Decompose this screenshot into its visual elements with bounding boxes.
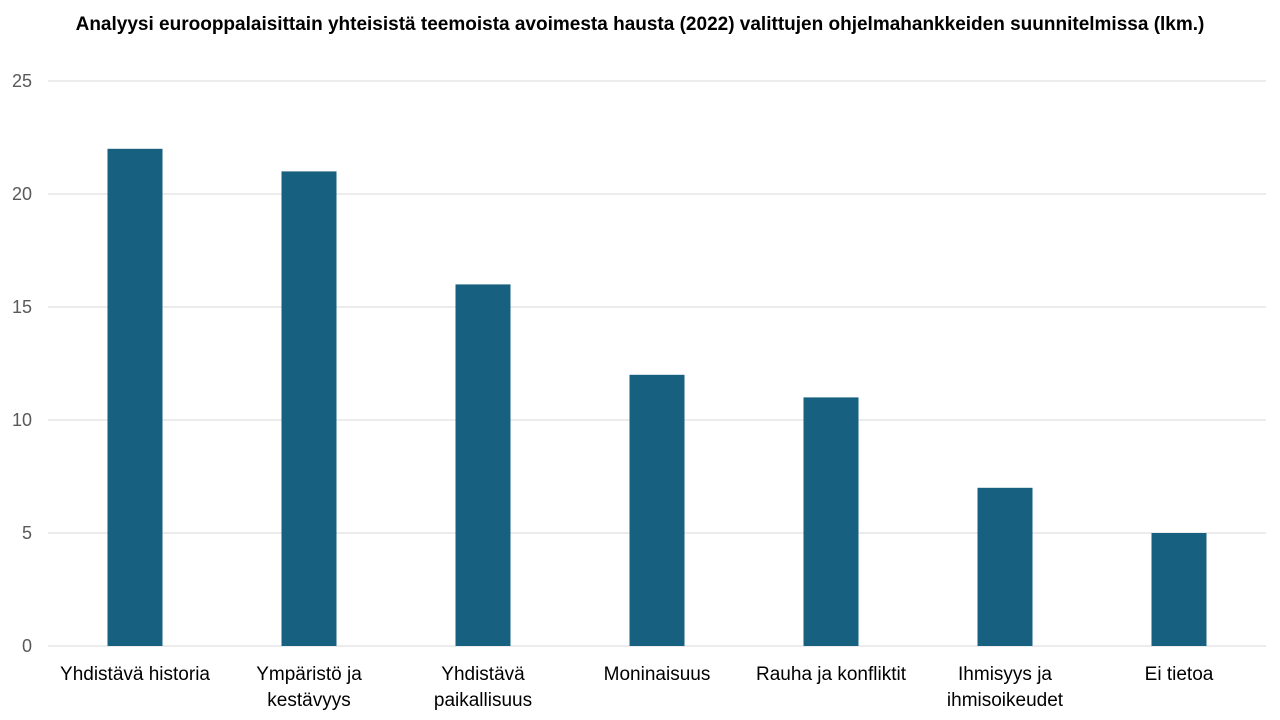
x-tick-label-line: Ihmisyys ja — [958, 664, 1052, 685]
y-tick-label: 0 — [22, 636, 32, 656]
x-tick-label: Ei tietoa — [1145, 664, 1214, 685]
x-tick-label: Yhdistävä historia — [60, 664, 210, 685]
x-tick-label: Rauha ja konfliktit — [756, 664, 907, 685]
x-tick-label-line: Ympäristö ja — [256, 664, 362, 685]
x-tick-label-line: kestävyys — [267, 690, 350, 711]
x-tick-label-line: paikallisuus — [434, 690, 532, 711]
bar — [977, 487, 1033, 646]
y-axis-ticks: 0 5 10 15 20 25 — [12, 71, 32, 656]
bar — [281, 171, 337, 646]
x-tick-label: Moninaisuus — [604, 664, 711, 685]
y-tick-label: 10 — [12, 410, 32, 430]
x-tick-label-line: Moninaisuus — [604, 664, 711, 685]
x-tick-label: Ihmisyys ja ihmisoikeudet — [947, 664, 1064, 711]
x-tick-label-line: Yhdistävä — [441, 664, 525, 685]
bar — [803, 397, 859, 646]
y-tick-label: 15 — [12, 297, 32, 317]
bar — [455, 284, 511, 646]
x-tick-label: Yhdistävä paikallisuus — [434, 664, 532, 711]
x-tick-label-line: ihmisoikeudet — [947, 690, 1064, 711]
chart-title: Analyysi eurooppalaisittain yhteisistä t… — [75, 14, 1205, 35]
x-tick-label-line: Ei tietoa — [1145, 664, 1214, 685]
bars — [107, 148, 1207, 647]
bar — [107, 148, 163, 647]
x-tick-label-line: Rauha ja konfliktit — [756, 664, 907, 685]
x-axis-ticks: Yhdistävä historia Ympäristö ja kestävyysY… — [60, 664, 1214, 711]
x-tick-label: Ympäristö ja kestävyys — [256, 664, 362, 711]
bar — [1151, 533, 1207, 646]
y-tick-label: 5 — [22, 523, 32, 543]
y-tick-label: 20 — [12, 184, 32, 204]
y-tick-label: 25 — [12, 71, 32, 91]
x-tick-label-line: Yhdistävä historia — [60, 664, 210, 685]
bar — [629, 374, 685, 646]
